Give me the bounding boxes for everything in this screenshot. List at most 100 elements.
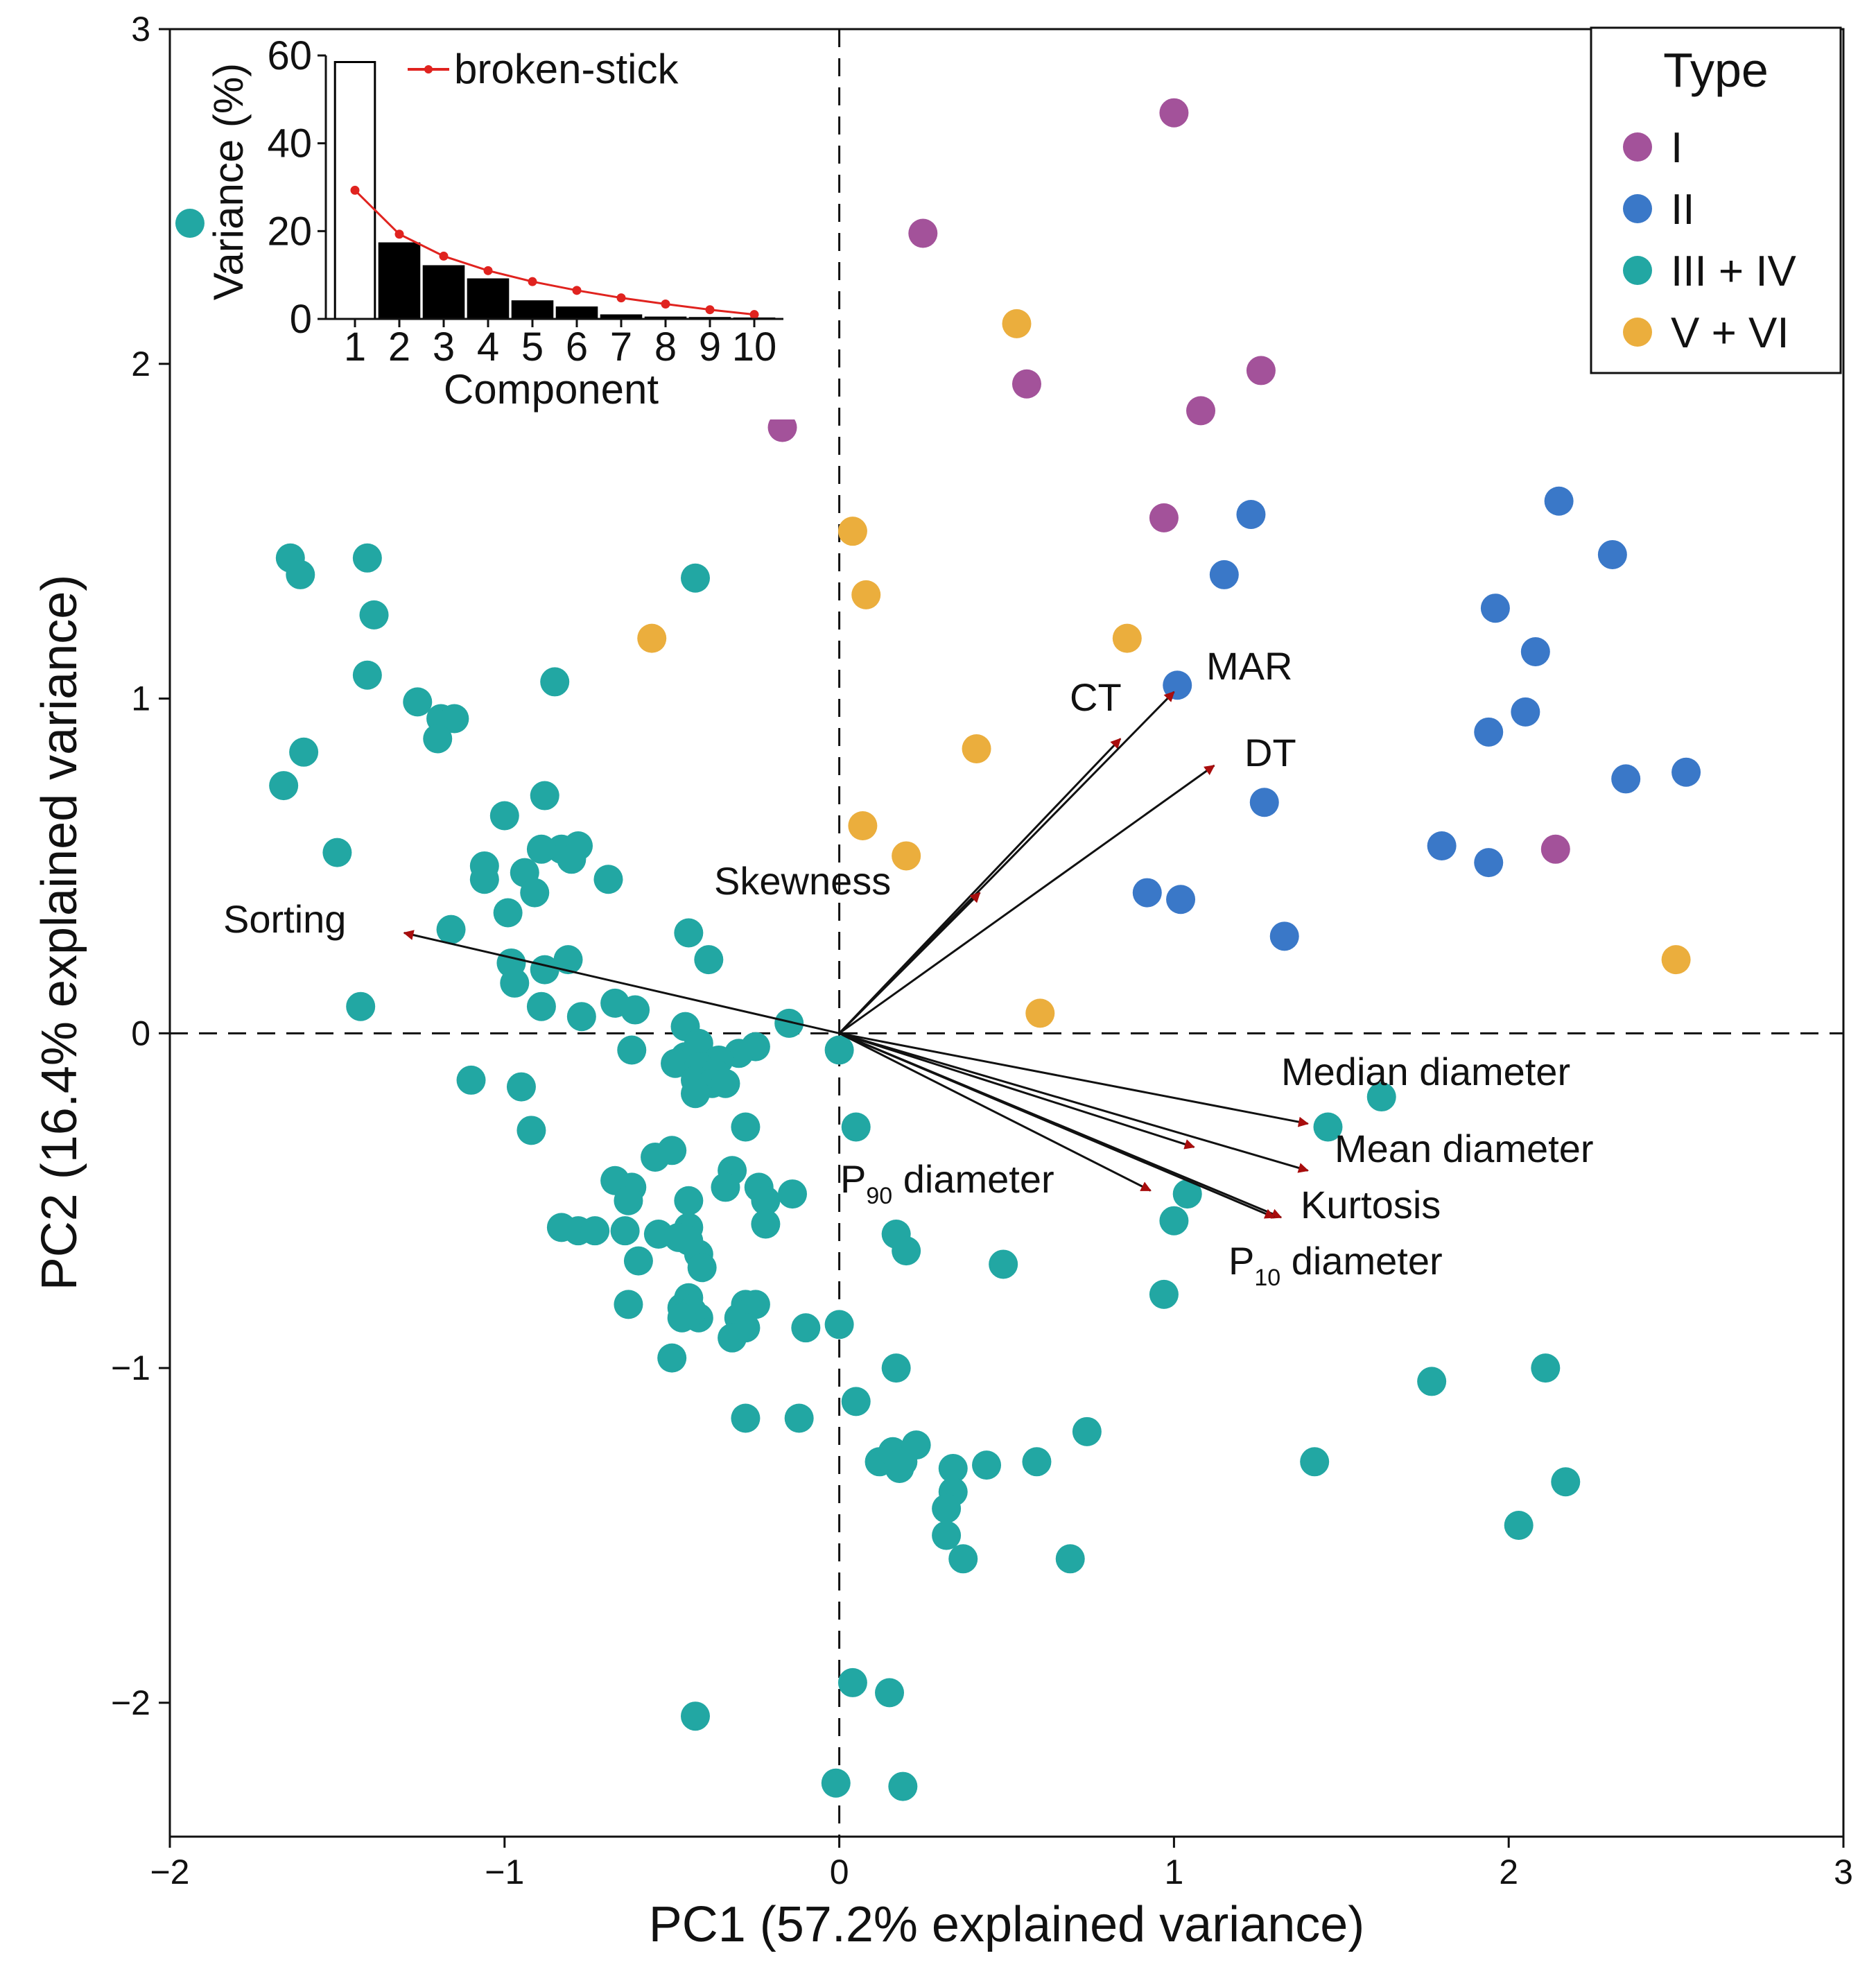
loading-label-text: Mean diameter (1335, 1127, 1594, 1170)
data-point-type-iii-iv (614, 1186, 643, 1215)
loading-label-skewness: Skewness (714, 859, 891, 903)
data-point-type-iii-iv (972, 1450, 1002, 1480)
data-point-type-iii-iv (657, 1343, 687, 1373)
loading-label-suffix: diameter (1280, 1239, 1442, 1283)
y-tick-label: 2 (131, 345, 150, 383)
data-point-type-iii-iv (1172, 1179, 1202, 1209)
loading-label-dt: DT (1244, 731, 1296, 774)
data-point-type-iii-iv (751, 1209, 781, 1239)
data-point-type-iii-iv (791, 1313, 821, 1343)
inset-bar-6 (555, 306, 598, 320)
reference-lines (170, 29, 1843, 1837)
data-point-type-iii-iv (948, 1544, 978, 1574)
y-ticks: −2 −1 0 1 2 3 (111, 10, 170, 1722)
broken-stick-point (394, 229, 404, 239)
loading-arrow-skewness (838, 892, 981, 1034)
data-point-type-iii-iv (837, 1667, 867, 1697)
data-point-type-v-vi (848, 811, 878, 841)
data-point-type-iii-iv (731, 1112, 761, 1142)
data-point-type-ii (1163, 670, 1192, 700)
data-point-type-i (767, 413, 797, 442)
data-point-type-iii-iv (881, 1353, 911, 1383)
data-point-type-iii-iv (687, 1253, 717, 1283)
loading-label-text: Skewness (714, 859, 891, 903)
data-point-type-iii-iv (352, 660, 382, 690)
data-point-type-iii-iv (1313, 1112, 1343, 1142)
data-point-type-iii-iv (530, 955, 559, 985)
data-point-type-ii (1249, 788, 1279, 817)
broken-stick-point (483, 266, 493, 275)
inset-x-tick-label: 8 (654, 324, 677, 370)
data-point-type-iii-iv (489, 801, 519, 831)
inset-broken-stick (350, 185, 759, 320)
data-point-type-ii (1209, 560, 1239, 589)
inset-x-tick-label: 6 (566, 324, 588, 370)
data-point-type-iii-iv (526, 991, 556, 1021)
data-point-type-iii-iv (440, 704, 469, 734)
x-tick-label: 0 (830, 1853, 849, 1891)
data-point-type-iii-iv (989, 1249, 1018, 1279)
inset-x-tick-label: 10 (732, 324, 777, 370)
inset-bar-4 (467, 278, 510, 320)
loading-arrows (403, 691, 1309, 1219)
legend-label-v-vi: V + VI (1671, 309, 1789, 357)
y-tick-label: −1 (111, 1349, 150, 1387)
loading-label-subscript: 10 (1254, 1265, 1280, 1291)
legend-marker-iii-iv (1623, 256, 1652, 285)
data-point-type-iii-iv (778, 1179, 808, 1209)
loading-label-sorting: Sorting (223, 897, 346, 941)
data-point-type-iii-iv (892, 1236, 921, 1266)
data-point-type-iii-iv (352, 543, 382, 573)
data-point-type-iii-iv (824, 1310, 854, 1340)
data-point-type-iii-iv (680, 1701, 710, 1731)
legend-marker-v-vi (1623, 318, 1652, 347)
inset-x-tick-label: 9 (699, 324, 721, 370)
x-tick-label: 1 (1164, 1853, 1183, 1891)
y-tick-label: 3 (131, 10, 150, 49)
data-point-type-iii-iv (888, 1771, 918, 1801)
data-point-type-iii-iv (269, 771, 299, 801)
data-point-type-iii-iv (674, 1186, 704, 1215)
data-point-type-iii-iv (580, 1216, 610, 1246)
data-point-type-v-vi (1112, 623, 1142, 653)
data-point-type-iii-iv (674, 918, 704, 948)
broken-stick-point (439, 251, 449, 261)
data-point-type-i (1540, 834, 1570, 864)
loading-label-p10-diameter: P10 diameter (1228, 1239, 1443, 1291)
data-point-type-v-vi (837, 517, 867, 546)
data-point-type-v-vi (637, 623, 667, 653)
data-point-type-iii-iv (1551, 1467, 1581, 1497)
data-point-type-ii (1597, 539, 1627, 569)
data-point-type-iii-iv (516, 1116, 546, 1145)
legend-label-iii-iv: III + IV (1671, 248, 1797, 295)
data-point-type-iii-iv (493, 898, 523, 928)
inset-x-tick-label: 4 (477, 324, 499, 370)
data-point-type-iii-iv (680, 563, 710, 593)
x-axis-title: PC1 (57.2% explained variance) (649, 1897, 1365, 1952)
legend-label-ii: II (1671, 186, 1694, 234)
broken-stick-point (572, 286, 582, 295)
data-point-type-iii-iv (661, 1048, 691, 1078)
inset-y-title: Variance (%) (205, 63, 252, 300)
data-point-type-ii (1474, 848, 1504, 878)
inset-legend: broken-stick (408, 46, 679, 92)
loading-label-text: MAR (1206, 644, 1292, 688)
y-axis-title: PC2 (16.4% explained variance) (32, 575, 87, 1291)
loading-label-suffix: diameter (892, 1157, 1054, 1201)
data-point-type-iii-iv (289, 737, 319, 767)
data-point-type-i (1246, 356, 1276, 385)
data-point-type-iii-iv (566, 1002, 596, 1032)
broken-stick-point (616, 293, 626, 303)
data-point-type-iii-iv (500, 968, 530, 998)
data-point-type-iii-iv (593, 865, 623, 894)
inset-x-tick-label: 2 (388, 324, 410, 370)
data-point-type-iii-iv (469, 865, 499, 894)
data-point-type-iii-iv (403, 687, 433, 717)
broken-stick-point (749, 310, 759, 320)
data-point-type-iii-iv (694, 945, 724, 975)
data-point-type-iii-iv (1417, 1367, 1447, 1396)
inset-bar-5 (511, 300, 554, 320)
loading-arrow-mean-diameter (839, 1032, 1195, 1150)
